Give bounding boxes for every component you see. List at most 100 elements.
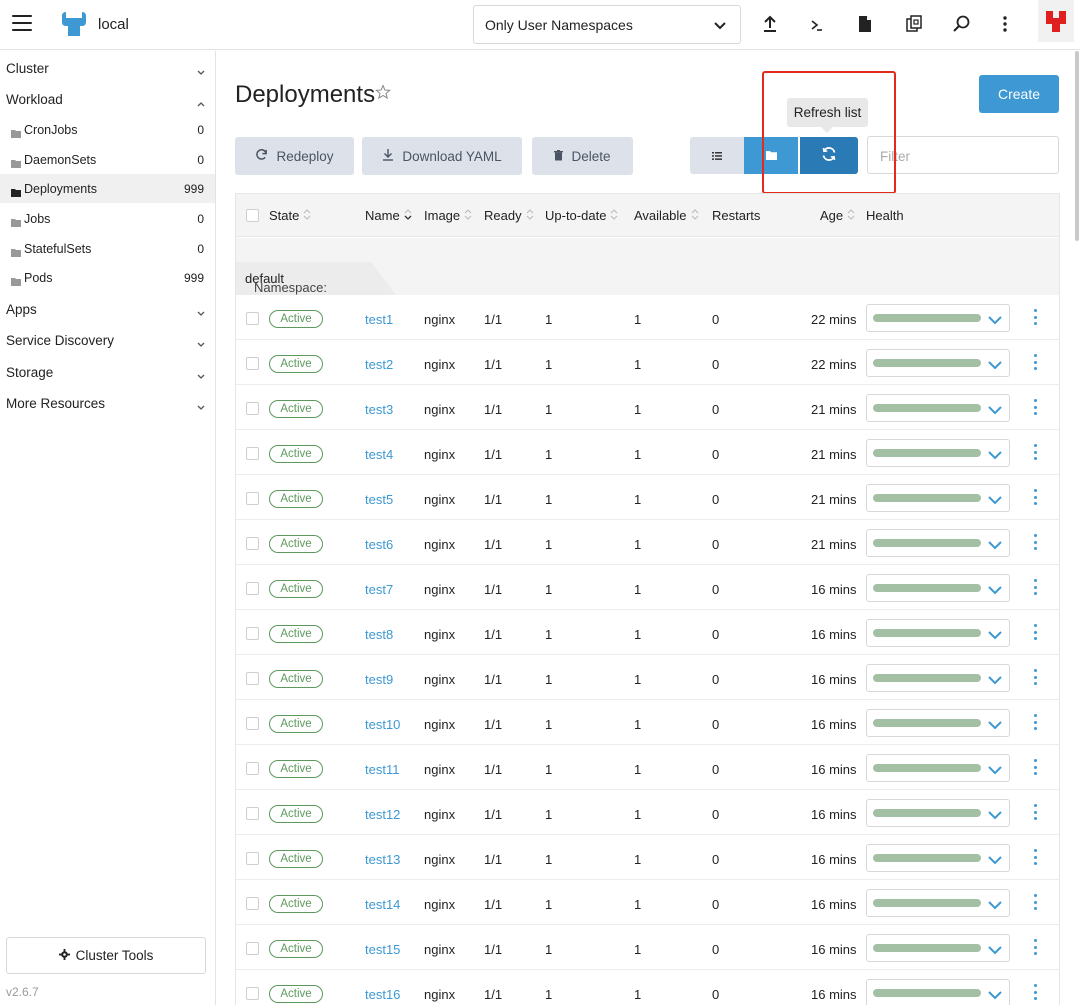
row-checkbox[interactable] (246, 447, 259, 460)
sidebar-item-deployments[interactable]: Deployments 999 (0, 174, 215, 203)
table-row[interactable]: Active test2 nginx 1/1 1 1 0 22 mins (236, 340, 1059, 385)
sidebar-item-statefulsets[interactable]: StatefulSets 0 (0, 234, 215, 263)
table-row[interactable]: Active test7 nginx 1/1 1 1 0 16 mins (236, 565, 1059, 610)
deployment-name-link[interactable]: test15 (365, 942, 401, 957)
star-icon[interactable] (375, 84, 391, 103)
select-all-checkbox[interactable] (246, 209, 259, 222)
copy-kubeconfig-icon[interactable] (903, 13, 925, 35)
health-dropdown[interactable] (866, 664, 1010, 692)
row-checkbox[interactable] (246, 987, 259, 1000)
user-avatar[interactable] (1038, 0, 1074, 42)
sidebar-group-more-resources[interactable]: More Resources (0, 389, 215, 417)
health-dropdown[interactable] (866, 754, 1010, 782)
health-dropdown[interactable] (866, 799, 1010, 827)
column-header-name[interactable]: Name (365, 208, 412, 223)
more-vertical-icon[interactable] (994, 13, 1016, 35)
health-dropdown[interactable] (866, 529, 1010, 557)
row-checkbox[interactable] (246, 762, 259, 775)
page-scrollbar[interactable] (1075, 51, 1079, 241)
row-actions-icon[interactable] (1033, 804, 1037, 820)
row-actions-icon[interactable] (1033, 759, 1037, 775)
health-dropdown[interactable] (866, 439, 1010, 467)
deployment-name-link[interactable]: test13 (365, 852, 401, 867)
deployment-name-link[interactable]: test9 (365, 672, 394, 687)
deployment-name-link[interactable]: test7 (365, 582, 394, 597)
sidebar-group-service-discovery[interactable]: Service Discovery (0, 326, 215, 354)
delete-button[interactable]: Delete (532, 137, 633, 175)
sidebar-group-cluster[interactable]: Cluster (0, 54, 215, 82)
kubectl-shell-icon[interactable] (806, 13, 828, 35)
refresh-list-button[interactable] (800, 137, 858, 174)
sidebar-item-cronjobs[interactable]: CronJobs 0 (0, 115, 215, 144)
row-checkbox[interactable] (246, 627, 259, 640)
column-header-ready[interactable]: Ready (484, 208, 534, 223)
deployment-name-link[interactable]: test3 (365, 402, 394, 417)
row-checkbox[interactable] (246, 717, 259, 730)
sidebar-item-pods[interactable]: Pods 999 (0, 263, 215, 292)
cluster-tools-button[interactable]: Cluster Tools (6, 937, 206, 974)
column-header-image[interactable]: Image (424, 208, 472, 223)
table-row[interactable]: Active test10 nginx 1/1 1 1 0 16 mins (236, 700, 1059, 745)
row-actions-icon[interactable] (1033, 309, 1037, 325)
table-row[interactable]: Active test15 nginx 1/1 1 1 0 16 mins (236, 925, 1059, 970)
column-header-available[interactable]: Available (634, 208, 699, 223)
row-checkbox[interactable] (246, 357, 259, 370)
row-actions-icon[interactable] (1033, 489, 1037, 505)
table-row[interactable]: Active test14 nginx 1/1 1 1 0 16 mins (236, 880, 1059, 925)
health-dropdown[interactable] (866, 349, 1010, 377)
row-actions-icon[interactable] (1033, 939, 1037, 955)
row-actions-icon[interactable] (1033, 984, 1037, 1000)
redeploy-button[interactable]: Redeploy (235, 137, 354, 175)
health-dropdown[interactable] (866, 979, 1010, 1005)
row-checkbox[interactable] (246, 672, 259, 685)
deployment-name-link[interactable]: test2 (365, 357, 394, 372)
create-button[interactable]: Create (979, 75, 1059, 113)
deployment-name-link[interactable]: test4 (365, 447, 394, 462)
row-checkbox[interactable] (246, 807, 259, 820)
group-by-namespace-button[interactable] (744, 137, 798, 174)
row-actions-icon[interactable] (1033, 579, 1037, 595)
row-checkbox[interactable] (246, 582, 259, 595)
version-label[interactable]: v2.6.7 (6, 985, 39, 999)
health-dropdown[interactable] (866, 709, 1010, 737)
row-actions-icon[interactable] (1033, 714, 1037, 730)
sidebar-group-apps[interactable]: Apps (0, 295, 215, 323)
row-checkbox[interactable] (246, 942, 259, 955)
filter-input[interactable]: Filter (867, 136, 1059, 174)
table-row[interactable]: Active test5 nginx 1/1 1 1 0 21 mins (236, 475, 1059, 520)
search-icon[interactable] (951, 13, 973, 35)
sidebar-group-storage[interactable]: Storage (0, 358, 215, 386)
cluster-name[interactable]: local (98, 16, 129, 33)
kubeconfig-file-icon[interactable] (854, 13, 876, 35)
deployment-name-link[interactable]: test5 (365, 492, 394, 507)
row-checkbox[interactable] (246, 402, 259, 415)
table-row[interactable]: Active test11 nginx 1/1 1 1 0 16 mins (236, 745, 1059, 790)
table-row[interactable]: Active test16 nginx 1/1 1 1 0 16 mins (236, 970, 1059, 1005)
health-dropdown[interactable] (866, 304, 1010, 332)
row-actions-icon[interactable] (1033, 354, 1037, 370)
row-actions-icon[interactable] (1033, 534, 1037, 550)
row-checkbox[interactable] (246, 537, 259, 550)
row-checkbox[interactable] (246, 852, 259, 865)
deployment-name-link[interactable]: test16 (365, 987, 401, 1002)
health-dropdown[interactable] (866, 619, 1010, 647)
table-row[interactable]: Active test9 nginx 1/1 1 1 0 16 mins (236, 655, 1059, 700)
deployment-name-link[interactable]: test6 (365, 537, 394, 552)
row-actions-icon[interactable] (1033, 669, 1037, 685)
table-row[interactable]: Active test3 nginx 1/1 1 1 0 21 mins (236, 385, 1059, 430)
health-dropdown[interactable] (866, 394, 1010, 422)
row-actions-icon[interactable] (1033, 849, 1037, 865)
row-checkbox[interactable] (246, 897, 259, 910)
column-header-up-to-date[interactable]: Up-to-date (545, 208, 618, 223)
health-dropdown[interactable] (866, 934, 1010, 962)
table-row[interactable]: Active test12 nginx 1/1 1 1 0 16 mins (236, 790, 1059, 835)
deployment-name-link[interactable]: test10 (365, 717, 401, 732)
column-header-state[interactable]: State (269, 208, 311, 223)
row-actions-icon[interactable] (1033, 444, 1037, 460)
sidebar-group-workload[interactable]: Workload (0, 85, 215, 113)
row-actions-icon[interactable] (1033, 399, 1037, 415)
table-row[interactable]: Active test1 nginx 1/1 1 1 0 22 mins (236, 295, 1059, 340)
deployment-name-link[interactable]: test14 (365, 897, 401, 912)
health-dropdown[interactable] (866, 844, 1010, 872)
sidebar-item-daemonsets[interactable]: DaemonSets 0 (0, 145, 215, 174)
